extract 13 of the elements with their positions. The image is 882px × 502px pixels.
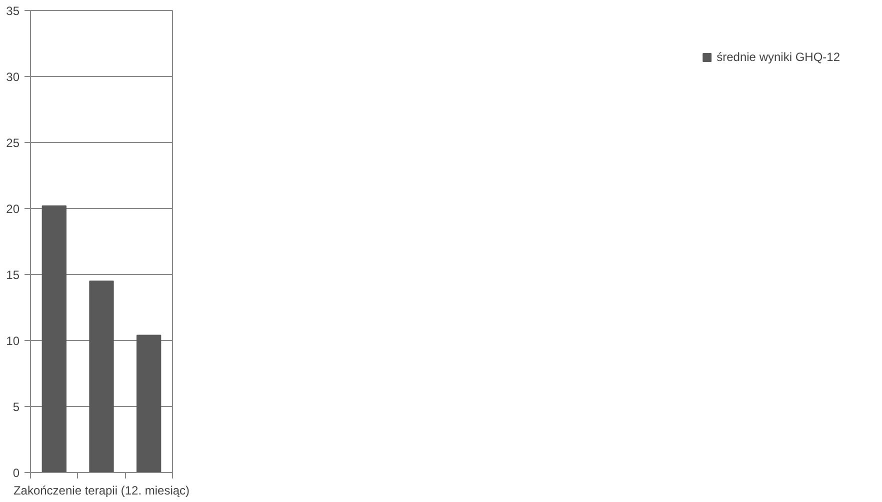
- y-tick-label: 5: [12, 400, 20, 414]
- y-tick-label: 20: [6, 202, 20, 216]
- y-tick-label: 25: [6, 136, 20, 150]
- x-axis-title: Zakończenie terapii (12. miesiąc): [13, 484, 190, 498]
- bar: [136, 334, 162, 472]
- y-tick-label: 30: [6, 70, 20, 84]
- y-tick-label: 10: [6, 334, 20, 348]
- y-tick-label: 15: [6, 268, 20, 282]
- bar: [89, 280, 114, 472]
- y-tick-label: 35: [6, 4, 20, 18]
- legend-label: średnie wyniki GHQ-12: [716, 50, 840, 64]
- y-tick-label: 0: [12, 466, 20, 480]
- bar: [42, 205, 66, 472]
